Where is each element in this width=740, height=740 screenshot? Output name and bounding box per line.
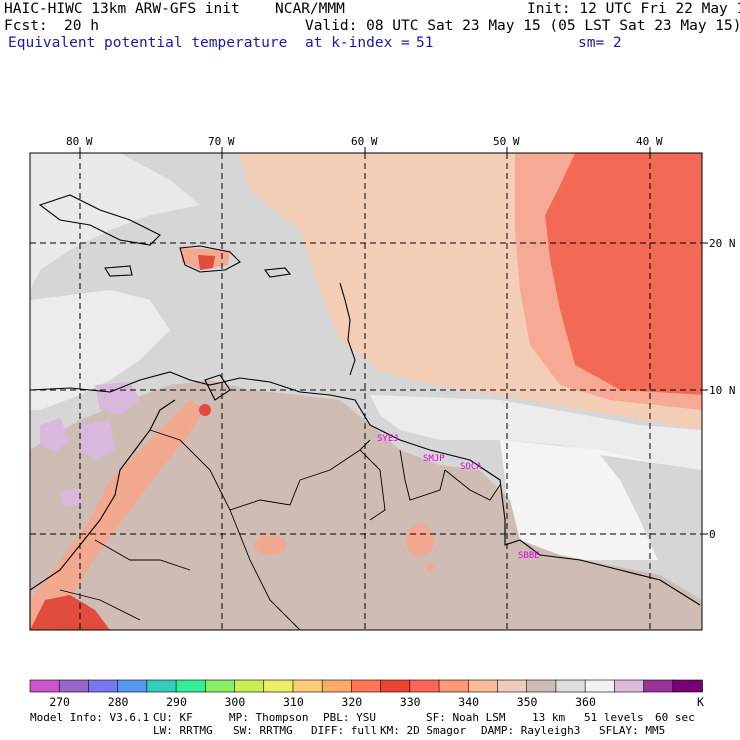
colorbar-swatch [643,679,674,693]
map-field [30,153,702,630]
colorbar-unit: K [697,695,704,709]
footer-cu: CU: KF [153,711,193,724]
forecast-hours: 20 h [64,18,99,34]
graticule [30,153,702,630]
map-frame [29,152,703,631]
colorbar-swatch [614,679,645,693]
footer-model-info: Model Info: V3.6.1 [30,711,150,724]
colorbar-swatch [409,679,440,693]
lat-label: 10 N [709,384,736,397]
footer-damp: DAMP: Rayleigh3 [481,724,581,737]
lat-label: 20 N [709,237,736,250]
lon-label: 40 W [636,135,663,148]
colorbar-swatch [351,679,382,693]
colorbar-swatch [234,679,265,693]
colorbar-tick-label: 320 [341,695,362,709]
field-name: Equivalent potential temperature [8,35,288,51]
colorbar-tick-label: 270 [49,695,70,709]
colorbar-swatch [672,679,703,693]
level-value: 51 [416,35,434,51]
colorbar-swatch [438,679,470,693]
colorbar-swatch [263,679,294,693]
org-label: NCAR/MMM [275,1,345,17]
lon-label: 50 W [493,135,520,148]
colorbar-swatch [584,679,616,693]
footer-sf: SF: Noah LSM [426,711,506,724]
lon-label: 80 W [66,135,93,148]
lon-label: 60 W [351,135,378,148]
colorbar-swatch [467,679,499,693]
colorbar-swatch [292,679,323,693]
footer-sw: SW: RRTMG [233,724,293,737]
colorbar-swatch [117,679,148,693]
colorbar-swatch [205,679,236,693]
forecast-label: Fcst: [4,18,48,34]
colorbar-swatch [88,679,119,693]
init-time: Init: 12 UTC Fri 22 May 15 [527,1,740,17]
colorbar-tick-label: 330 [400,695,421,709]
colorbar-swatch [555,679,586,693]
colorbar-swatch [526,679,557,693]
station-label: SBBE [518,551,540,561]
colorbar-tick-label: 300 [225,695,246,709]
footer-diff: DIFF: full [311,724,378,737]
footer-km: KM: 2D Smagor [380,724,467,737]
footer-lw: LW: RRTMG [153,724,213,737]
colorbar-swatch [497,679,528,693]
colorbar-tick-label: 360 [575,695,596,709]
colorbar-tick-label: 350 [517,695,538,709]
station-label: SOCA [460,462,482,472]
colorbar-swatch [58,679,90,693]
colorbar-tick-label: 280 [108,695,129,709]
colorbar-swatch [29,679,61,693]
footer-pbl: PBL: YSU [323,711,376,724]
level-label: at k-index = [305,35,410,51]
colorbar-swatch [321,679,353,693]
colorbar-swatch [146,679,177,693]
colorbar-tick-label: 340 [458,695,479,709]
station-label: SMJP [423,454,445,464]
footer-mp: MP: Thompson [229,711,309,724]
smoothing-label: sm= 2 [578,35,622,51]
colorbar-tick-label: 310 [283,695,304,709]
footer-sflay: SFLAY: MM5 [599,724,666,737]
model-title: HAIC-HIWC 13km ARW-GFS init [4,1,240,17]
valid-time: Valid: 08 UTC Sat 23 May 15 (05 LST Sat … [305,18,740,34]
lat-label: 0 [709,528,716,541]
colorbar-swatch [175,679,207,693]
footer-resolution: 13 km [532,711,566,724]
borders [59,429,501,631]
station-label: SYEJ [377,434,399,444]
frame-ticks [79,147,708,535]
footer-levels: 51 levels [584,711,644,724]
colorbar-tick-label: 290 [166,695,187,709]
lon-label: 70 W [208,135,235,148]
colorbar [29,679,703,693]
footer-timestep: 60 sec [655,711,695,724]
colorbar-swatch [380,679,411,693]
